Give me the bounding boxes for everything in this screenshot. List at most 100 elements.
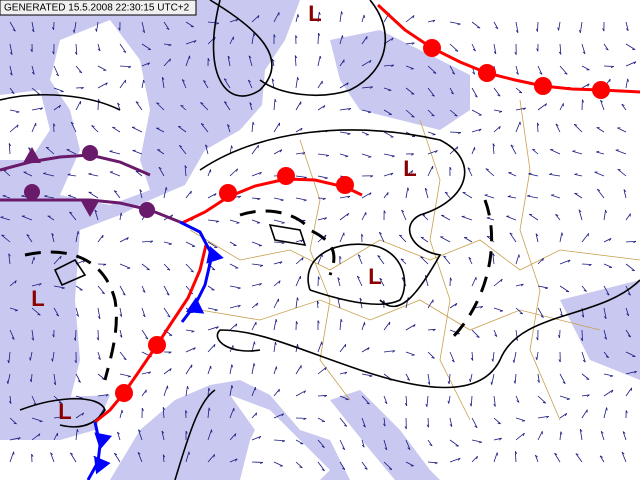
wind-arrow-head — [9, 72, 13, 76]
wind-arrow-head — [231, 364, 234, 368]
wind-arrow-head — [406, 378, 410, 381]
wind-arrow-head — [187, 386, 189, 390]
wind-arrow — [361, 461, 368, 470]
wind-arrow — [251, 121, 254, 133]
wind-arrow — [251, 15, 260, 23]
wind-arrow-head — [122, 293, 126, 296]
wind-arrow-head — [77, 231, 80, 235]
wind-arrow-head — [280, 199, 284, 202]
wind-arrow-head — [474, 95, 478, 98]
wind-arrow — [339, 212, 349, 221]
wind-arrow-head — [431, 94, 435, 97]
wind-arrow-head — [560, 431, 563, 435]
wind-arrow-head — [562, 381, 566, 384]
wind-arrow-head — [2, 194, 6, 197]
wind-arrow-head — [29, 379, 32, 383]
wind-arrow — [53, 87, 64, 92]
wind-arrow-head — [179, 145, 183, 148]
wind-arrow-head — [60, 416, 63, 419]
wind-arrow — [427, 19, 436, 23]
wind-arrow-head — [275, 319, 278, 323]
ireland — [0, 90, 50, 160]
wind-arrow — [185, 386, 188, 397]
wind-arrow — [515, 307, 523, 315]
wind-arrow — [515, 65, 519, 75]
wind-arrow-head — [493, 51, 497, 55]
wind-arrow — [383, 172, 394, 177]
wind-arrow-head — [231, 385, 234, 389]
wind-arrow-head — [634, 370, 637, 374]
wind-arrow-head — [582, 99, 585, 103]
wind-arrow — [581, 351, 586, 363]
wind-arrow-head — [297, 77, 299, 81]
wind-arrow — [603, 351, 609, 358]
wind-arrow — [600, 99, 605, 111]
wind-arrow-head — [123, 358, 127, 361]
wind-arrow — [555, 214, 561, 221]
wind-arrow-head — [213, 344, 216, 348]
wind-arrow — [119, 65, 131, 68]
wind-arrow — [427, 109, 435, 117]
wind-arrow — [156, 127, 165, 133]
wind-arrow — [357, 254, 363, 265]
border — [199, 299, 601, 331]
wind-arrow — [383, 153, 395, 157]
wind-arrow — [471, 439, 482, 443]
wind-arrow — [559, 373, 566, 384]
wind-arrow — [405, 170, 413, 177]
wind-arrow-head — [170, 214, 174, 218]
wind-arrow — [383, 192, 389, 199]
wind-arrow-head — [631, 269, 635, 272]
wind-arrow — [162, 454, 165, 463]
wind-arrow — [178, 145, 187, 155]
wind-arrow — [9, 307, 18, 311]
wind-arrow — [141, 371, 151, 375]
wind-arrow — [157, 149, 165, 155]
timestamp: GENERATED 15.5.2008 22:30:15 UTC+2 — [4, 3, 190, 14]
wind-arrow — [317, 55, 321, 67]
wind-arrow-head — [480, 306, 484, 309]
wind-arrow-head — [325, 154, 330, 157]
wind-arrow — [207, 387, 210, 397]
wind-arrow-head — [420, 256, 424, 258]
wind-arrow-head — [633, 61, 637, 65]
wind-arrow — [528, 213, 539, 221]
wind-arrow — [491, 373, 495, 385]
wind-arrow-head — [259, 462, 264, 465]
wind-arrow — [441, 214, 451, 221]
wind-arrow — [405, 373, 411, 381]
wind-arrow — [163, 187, 167, 199]
wind-arrow-head — [627, 335, 631, 338]
wind-arrow-head — [490, 381, 493, 385]
wind-arrow-head — [492, 253, 495, 257]
wind-arrow — [88, 191, 99, 199]
wind-arrow — [471, 351, 474, 361]
wind-arrow-head — [55, 314, 59, 317]
wind-arrow — [427, 373, 431, 385]
wind-arrow — [339, 195, 351, 199]
wind-arrow — [9, 65, 13, 76]
wind-arrow — [405, 324, 416, 331]
wind-arrow — [31, 307, 41, 316]
isobar — [0, 94, 121, 111]
cold-symbol — [23, 147, 41, 163]
wind-arrow — [339, 395, 349, 400]
wind-arrow — [119, 373, 131, 377]
wind-arrow-head — [318, 32, 321, 36]
wind-arrow — [229, 385, 233, 397]
wind-arrow-head — [549, 173, 553, 175]
wind-arrow — [163, 21, 170, 30]
wind-arrow — [229, 433, 237, 441]
wind-arrow-head — [346, 82, 349, 86]
wind-arrow — [361, 439, 365, 448]
wind-arrow — [9, 395, 12, 404]
wind-arrow-head — [604, 336, 607, 340]
wind-arrow — [9, 21, 16, 32]
wind-arrow — [361, 192, 372, 199]
wind-arrow-head — [491, 358, 494, 362]
wind-arrow — [7, 373, 11, 384]
warm-symbol — [115, 384, 133, 402]
warm-symbol — [148, 336, 166, 354]
wind-arrow-head — [581, 314, 584, 318]
wind-arrow-head — [605, 356, 609, 359]
